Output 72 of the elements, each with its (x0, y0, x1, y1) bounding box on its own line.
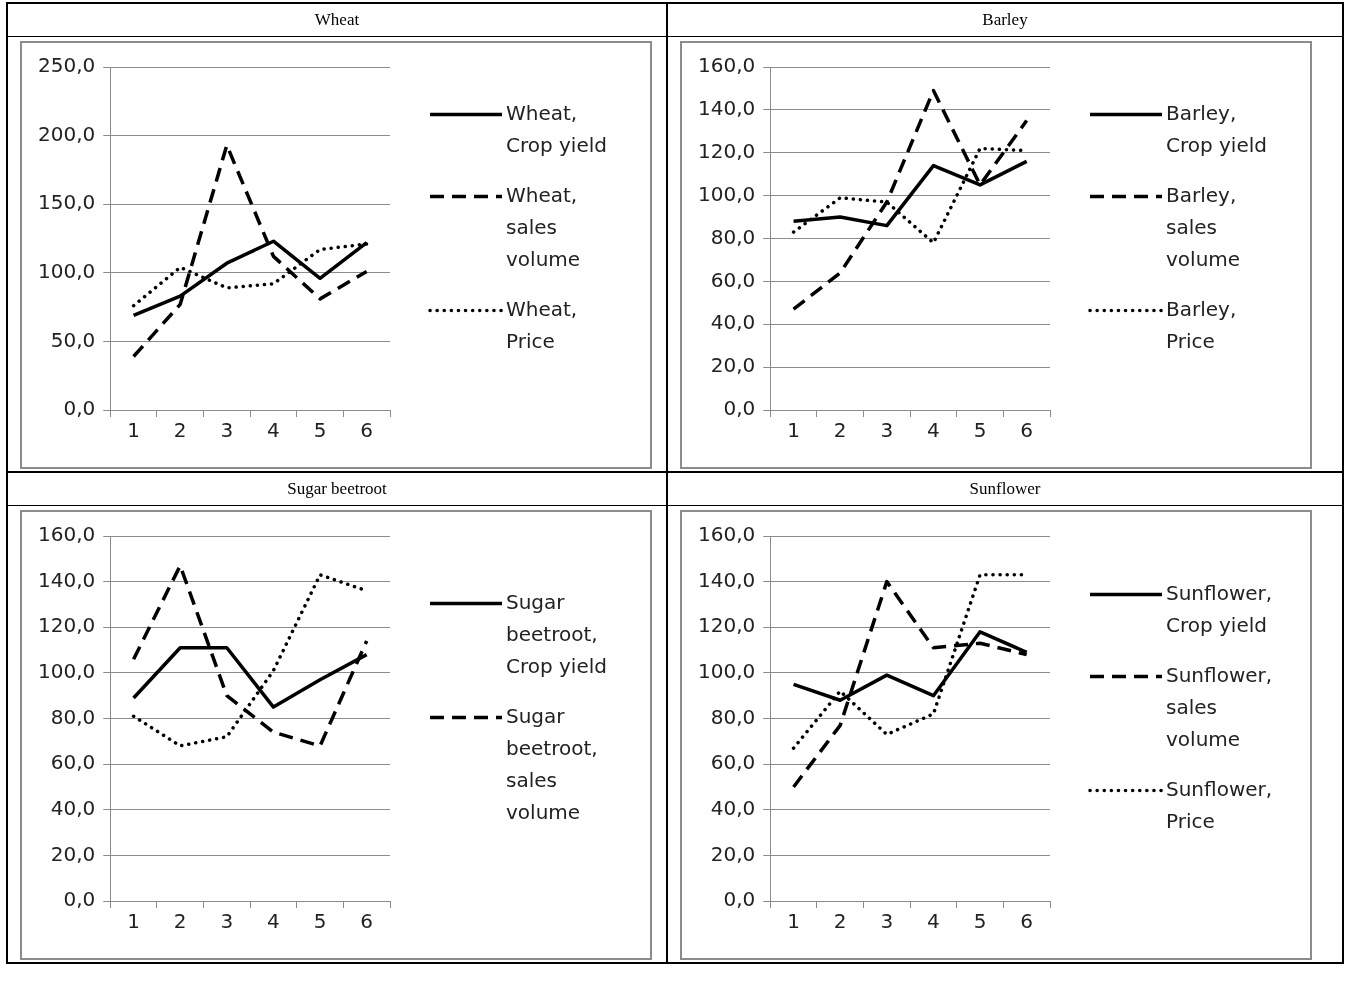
x-tick-label: 6 (1020, 909, 1034, 934)
y-tick-label: 0,0 (63, 887, 96, 912)
legend-label: Wheat, Price (506, 296, 578, 353)
x-tick-label: 4 (267, 909, 280, 934)
y-tick-label: 140,0 (697, 567, 756, 592)
x-tick-label: 1 (127, 418, 140, 443)
x-tick-label: 2 (173, 418, 187, 443)
legend-label: Sunflower, Crop yield (1166, 580, 1273, 637)
y-tick-label: 150,0 (37, 190, 96, 215)
chart-title: Sugar beetroot (8, 473, 666, 506)
y-tick-label: 160,0 (697, 522, 756, 547)
x-tick-label: 4 (927, 418, 940, 443)
y-tick-label: 40,0 (50, 795, 96, 820)
y-tick-label: 80,0 (50, 704, 96, 729)
y-tick-label: 120,0 (697, 138, 756, 163)
legend-label: Barley, Price (1166, 296, 1237, 353)
x-tick-label: 2 (833, 418, 847, 443)
x-tick-label: 3 (880, 418, 894, 443)
legend-label: Barley, Crop yield (1166, 100, 1267, 157)
legend-label: Sunflower, Price (1166, 776, 1273, 833)
y-tick-label: 40,0 (710, 310, 756, 335)
y-tick-label: 100,0 (37, 659, 96, 684)
y-tick-label: 120,0 (37, 613, 96, 638)
y-tick-label: 0,0 (723, 396, 756, 421)
y-tick-label: 0,0 (723, 887, 756, 912)
y-tick-label: 250,0 (37, 53, 96, 78)
x-tick-label: 6 (1020, 418, 1034, 443)
x-tick-label: 2 (173, 909, 187, 934)
x-tick-label: 1 (787, 909, 800, 934)
x-tick-label: 3 (880, 909, 894, 934)
x-tick-label: 6 (360, 418, 374, 443)
legend-label: Wheat, Crop yield (506, 100, 607, 157)
x-tick-label: 1 (787, 418, 800, 443)
x-tick-label: 3 (220, 418, 234, 443)
y-tick-label: 160,0 (697, 53, 756, 78)
y-tick-label: 60,0 (710, 267, 756, 292)
y-tick-label: 200,0 (37, 121, 96, 146)
legend-label: Barley, sales volume (1166, 182, 1241, 271)
y-tick-label: 160,0 (37, 522, 96, 547)
x-tick-label: 3 (220, 909, 234, 934)
x-tick-label: 5 (313, 418, 327, 443)
chart-title: Barley (668, 4, 1342, 37)
legend-label: Wheat, sales volume (506, 182, 581, 271)
legend-label: Sunflower, sales volume (1166, 662, 1273, 751)
legend-label: Sugar beetroot, sales volume (506, 703, 598, 824)
y-tick-label: 140,0 (697, 96, 756, 121)
x-tick-label: 4 (267, 418, 280, 443)
chart-title: Sunflower (668, 473, 1342, 506)
y-tick-label: 20,0 (710, 841, 756, 866)
y-tick-label: 80,0 (710, 704, 756, 729)
y-tick-label: 60,0 (50, 750, 96, 775)
y-tick-label: 50,0 (50, 327, 96, 352)
x-tick-label: 5 (973, 909, 987, 934)
y-tick-label: 120,0 (697, 613, 756, 638)
x-tick-label: 4 (927, 909, 940, 934)
x-tick-label: 2 (833, 909, 847, 934)
y-tick-label: 80,0 (710, 224, 756, 249)
y-tick-label: 20,0 (50, 841, 96, 866)
legend-label: Sugar beetroot, Crop yield (506, 589, 607, 678)
x-tick-label: 1 (127, 909, 140, 934)
y-tick-label: 100,0 (697, 181, 756, 206)
y-tick-label: 20,0 (710, 353, 756, 378)
y-tick-label: 140,0 (37, 567, 96, 592)
chart-title: Wheat (8, 4, 666, 37)
y-tick-label: 0,0 (63, 396, 96, 421)
x-tick-label: 5 (313, 909, 327, 934)
y-tick-label: 100,0 (37, 259, 96, 283)
y-tick-label: 100,0 (697, 659, 756, 684)
y-tick-label: 40,0 (710, 795, 756, 820)
x-tick-label: 5 (973, 418, 987, 443)
x-tick-label: 6 (360, 909, 374, 934)
y-tick-label: 60,0 (710, 750, 756, 775)
